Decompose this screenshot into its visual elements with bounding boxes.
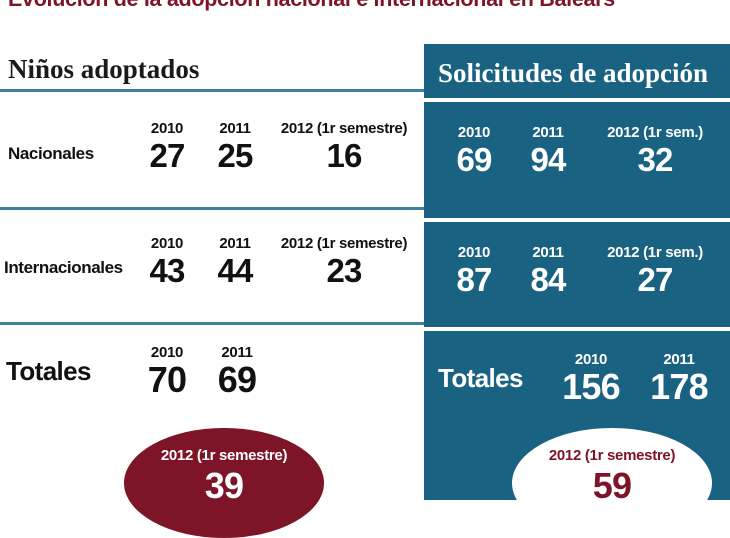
value: 27 — [637, 261, 673, 298]
value: 44 — [217, 252, 253, 289]
value: 70 — [147, 359, 187, 400]
bubble-value: 39 — [204, 465, 244, 506]
year-label: 2010 — [457, 124, 491, 141]
year-label: 2011 — [221, 344, 253, 361]
right-heading-block: Solicitudes de adopción — [424, 44, 730, 98]
year-label: 2012 (1r semestre) — [280, 235, 408, 252]
left-panel-heading: Niños adoptados — [8, 54, 200, 84]
value: 32 — [637, 141, 673, 178]
bubble-year-label: 2012 (1r semestre) — [548, 447, 676, 464]
year-label: 2010 — [150, 344, 184, 361]
value: 16 — [326, 137, 362, 174]
bubble-value: 59 — [592, 465, 632, 506]
year-label: 2011 — [663, 351, 695, 368]
year-label: 2010 — [150, 235, 184, 252]
year-label: 2011 — [532, 244, 564, 261]
cell-internacionales-2010: 2010 43 — [136, 235, 198, 289]
cell-solicitudes-nacionales-2012: 2012 (1r sem.) 32 — [588, 124, 722, 178]
divider-rule-2 — [0, 207, 424, 210]
bubble-totales-2012-solicitudes: 2012 (1r semestre) 59 — [512, 428, 712, 538]
cell-internacionales-2012: 2012 (1r semestre) 23 — [270, 235, 418, 289]
year-label: 2010 — [574, 351, 608, 368]
year-label: 2010 — [150, 120, 184, 137]
value: 178 — [650, 366, 708, 407]
value: 27 — [149, 137, 185, 174]
year-label: 2012 (1r sem.) — [607, 124, 703, 141]
cell-nacionales-2012: 2012 (1r semestre) 16 — [270, 120, 418, 174]
cell-totales-2010: 2010 70 — [136, 344, 198, 398]
divider-rule-1 — [0, 89, 424, 92]
year-label: 2010 — [457, 244, 491, 261]
year-label: 2012 (1r semestre) — [280, 120, 408, 137]
bubble-year-label: 2012 (1r semestre) — [160, 447, 288, 464]
value: 69 — [456, 141, 492, 178]
page-title: Evolución de la adopción nacional e inte… — [8, 0, 730, 15]
cell-solicitudes-totales-2011: 2011 178 — [636, 351, 722, 405]
right-row-block-2: 2010 87 2011 84 2012 (1r sem.) 27 — [424, 222, 730, 327]
year-label: 2011 — [532, 124, 564, 141]
value: 94 — [530, 141, 566, 178]
right-row-block-1: 2010 69 2011 94 2012 (1r sem.) 32 — [424, 102, 730, 218]
cell-nacionales-2010: 2010 27 — [136, 120, 198, 174]
cell-nacionales-2011: 2011 25 — [204, 120, 266, 174]
cell-solicitudes-nacionales-2011: 2011 94 — [512, 124, 584, 178]
row-label-solicitudes-totales: Totales — [438, 363, 524, 393]
value: 43 — [149, 252, 185, 289]
divider-rule-3 — [0, 322, 424, 325]
row-label-totales: Totales — [6, 356, 92, 386]
bubble-totales-2012-ninos: 2012 (1r semestre) 39 — [124, 428, 324, 538]
value: 25 — [217, 137, 253, 174]
cell-solicitudes-nacionales-2010: 2010 69 — [438, 124, 510, 178]
row-label-nacionales: Nacionales — [8, 144, 94, 163]
year-label: 2011 — [219, 235, 251, 252]
cell-solicitudes-totales-2010: 2010 156 — [548, 351, 634, 405]
cell-solicitudes-internacionales-2011: 2011 84 — [512, 244, 584, 298]
value: 69 — [217, 359, 257, 400]
cell-solicitudes-internacionales-2010: 2010 87 — [438, 244, 510, 298]
value: 23 — [326, 252, 362, 289]
value: 87 — [456, 261, 492, 298]
row-label-internacionales: Internacionales — [4, 258, 123, 277]
value: 84 — [530, 261, 566, 298]
value: 156 — [562, 366, 620, 407]
right-panel-heading: Solicitudes de adopción — [438, 58, 709, 88]
year-label: 2012 (1r sem.) — [607, 244, 703, 261]
cell-totales-2011: 2011 69 — [206, 344, 268, 398]
cell-solicitudes-internacionales-2012: 2012 (1r sem.) 27 — [588, 244, 722, 298]
year-label: 2011 — [219, 120, 251, 137]
panel-ninos-adoptados: Niños adoptados Nacionales 2010 27 2011 … — [0, 36, 424, 500]
cell-internacionales-2011: 2011 44 — [204, 235, 266, 289]
